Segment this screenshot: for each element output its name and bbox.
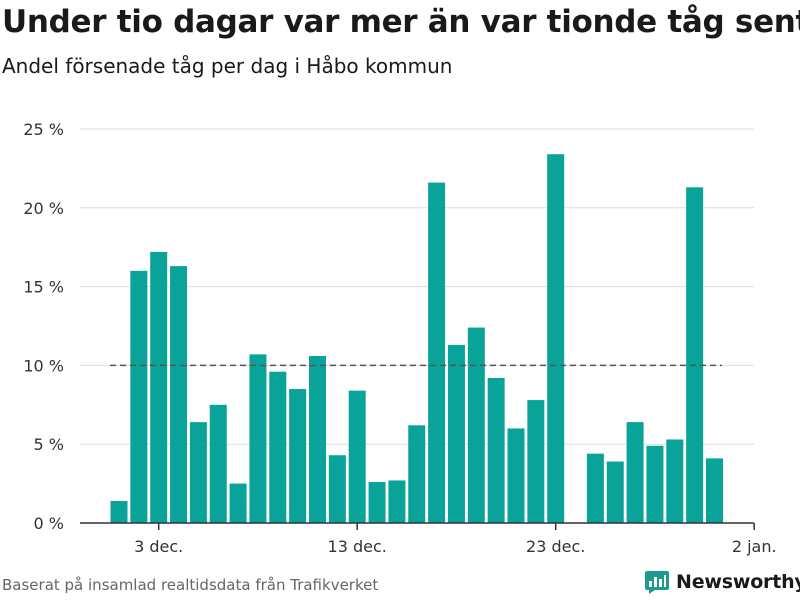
bar bbox=[229, 483, 247, 523]
bar bbox=[547, 154, 565, 523]
newsworthy-logo-icon bbox=[645, 571, 669, 594]
x-tick-label: 13 dec. bbox=[328, 537, 387, 556]
y-axis-labels: 0 % 5 % 10 % 15 % 20 % 25 % bbox=[23, 120, 64, 533]
bar bbox=[686, 187, 704, 523]
y-tick-label: 0 % bbox=[34, 514, 64, 533]
y-tick-label: 10 % bbox=[23, 356, 64, 375]
x-tick-label: 3 dec. bbox=[134, 537, 183, 556]
bar bbox=[309, 355, 326, 523]
bar bbox=[289, 389, 307, 523]
bar bbox=[388, 480, 406, 523]
x-tick-label: 23 dec. bbox=[526, 537, 585, 556]
bar bbox=[408, 425, 426, 523]
source-note: Baserat på insamlad realtidsdata från Tr… bbox=[2, 576, 379, 594]
bar bbox=[606, 461, 624, 523]
bar bbox=[586, 453, 604, 523]
bar bbox=[368, 482, 386, 523]
x-axis-labels: 3 dec. 13 dec. 23 dec. 2 jan. bbox=[134, 537, 776, 556]
brand-logo: Newsworthy bbox=[644, 569, 800, 595]
chart-subtitle: Andel försenade tåg per dag i Håbo kommu… bbox=[2, 54, 453, 78]
bar bbox=[428, 182, 446, 524]
bar bbox=[170, 266, 188, 523]
bar bbox=[467, 327, 485, 523]
bar bbox=[209, 404, 227, 523]
bar bbox=[249, 354, 267, 523]
bar bbox=[348, 390, 366, 523]
x-axis bbox=[80, 522, 755, 530]
chart-title: Under tio dagar var mer än var tionde tå… bbox=[2, 4, 800, 40]
bars bbox=[110, 154, 723, 524]
bar bbox=[150, 251, 168, 524]
bar bbox=[130, 270, 148, 523]
bar bbox=[487, 378, 505, 523]
bar bbox=[110, 500, 128, 523]
bar bbox=[626, 422, 644, 523]
x-tick-label: 2 jan. bbox=[732, 537, 777, 556]
bar bbox=[646, 445, 664, 523]
y-tick-label: 5 % bbox=[34, 435, 64, 454]
bar bbox=[706, 458, 723, 523]
bar bbox=[189, 422, 207, 523]
y-tick-label: 25 % bbox=[23, 120, 64, 139]
y-tick-label: 20 % bbox=[23, 199, 64, 218]
brand-name: Newsworthy bbox=[676, 571, 800, 593]
bar bbox=[269, 371, 287, 523]
bar bbox=[527, 400, 545, 523]
bar bbox=[328, 455, 346, 523]
bar bbox=[447, 344, 465, 523]
bar bbox=[666, 439, 684, 523]
y-tick-label: 15 % bbox=[23, 278, 64, 297]
bar bbox=[507, 428, 525, 523]
